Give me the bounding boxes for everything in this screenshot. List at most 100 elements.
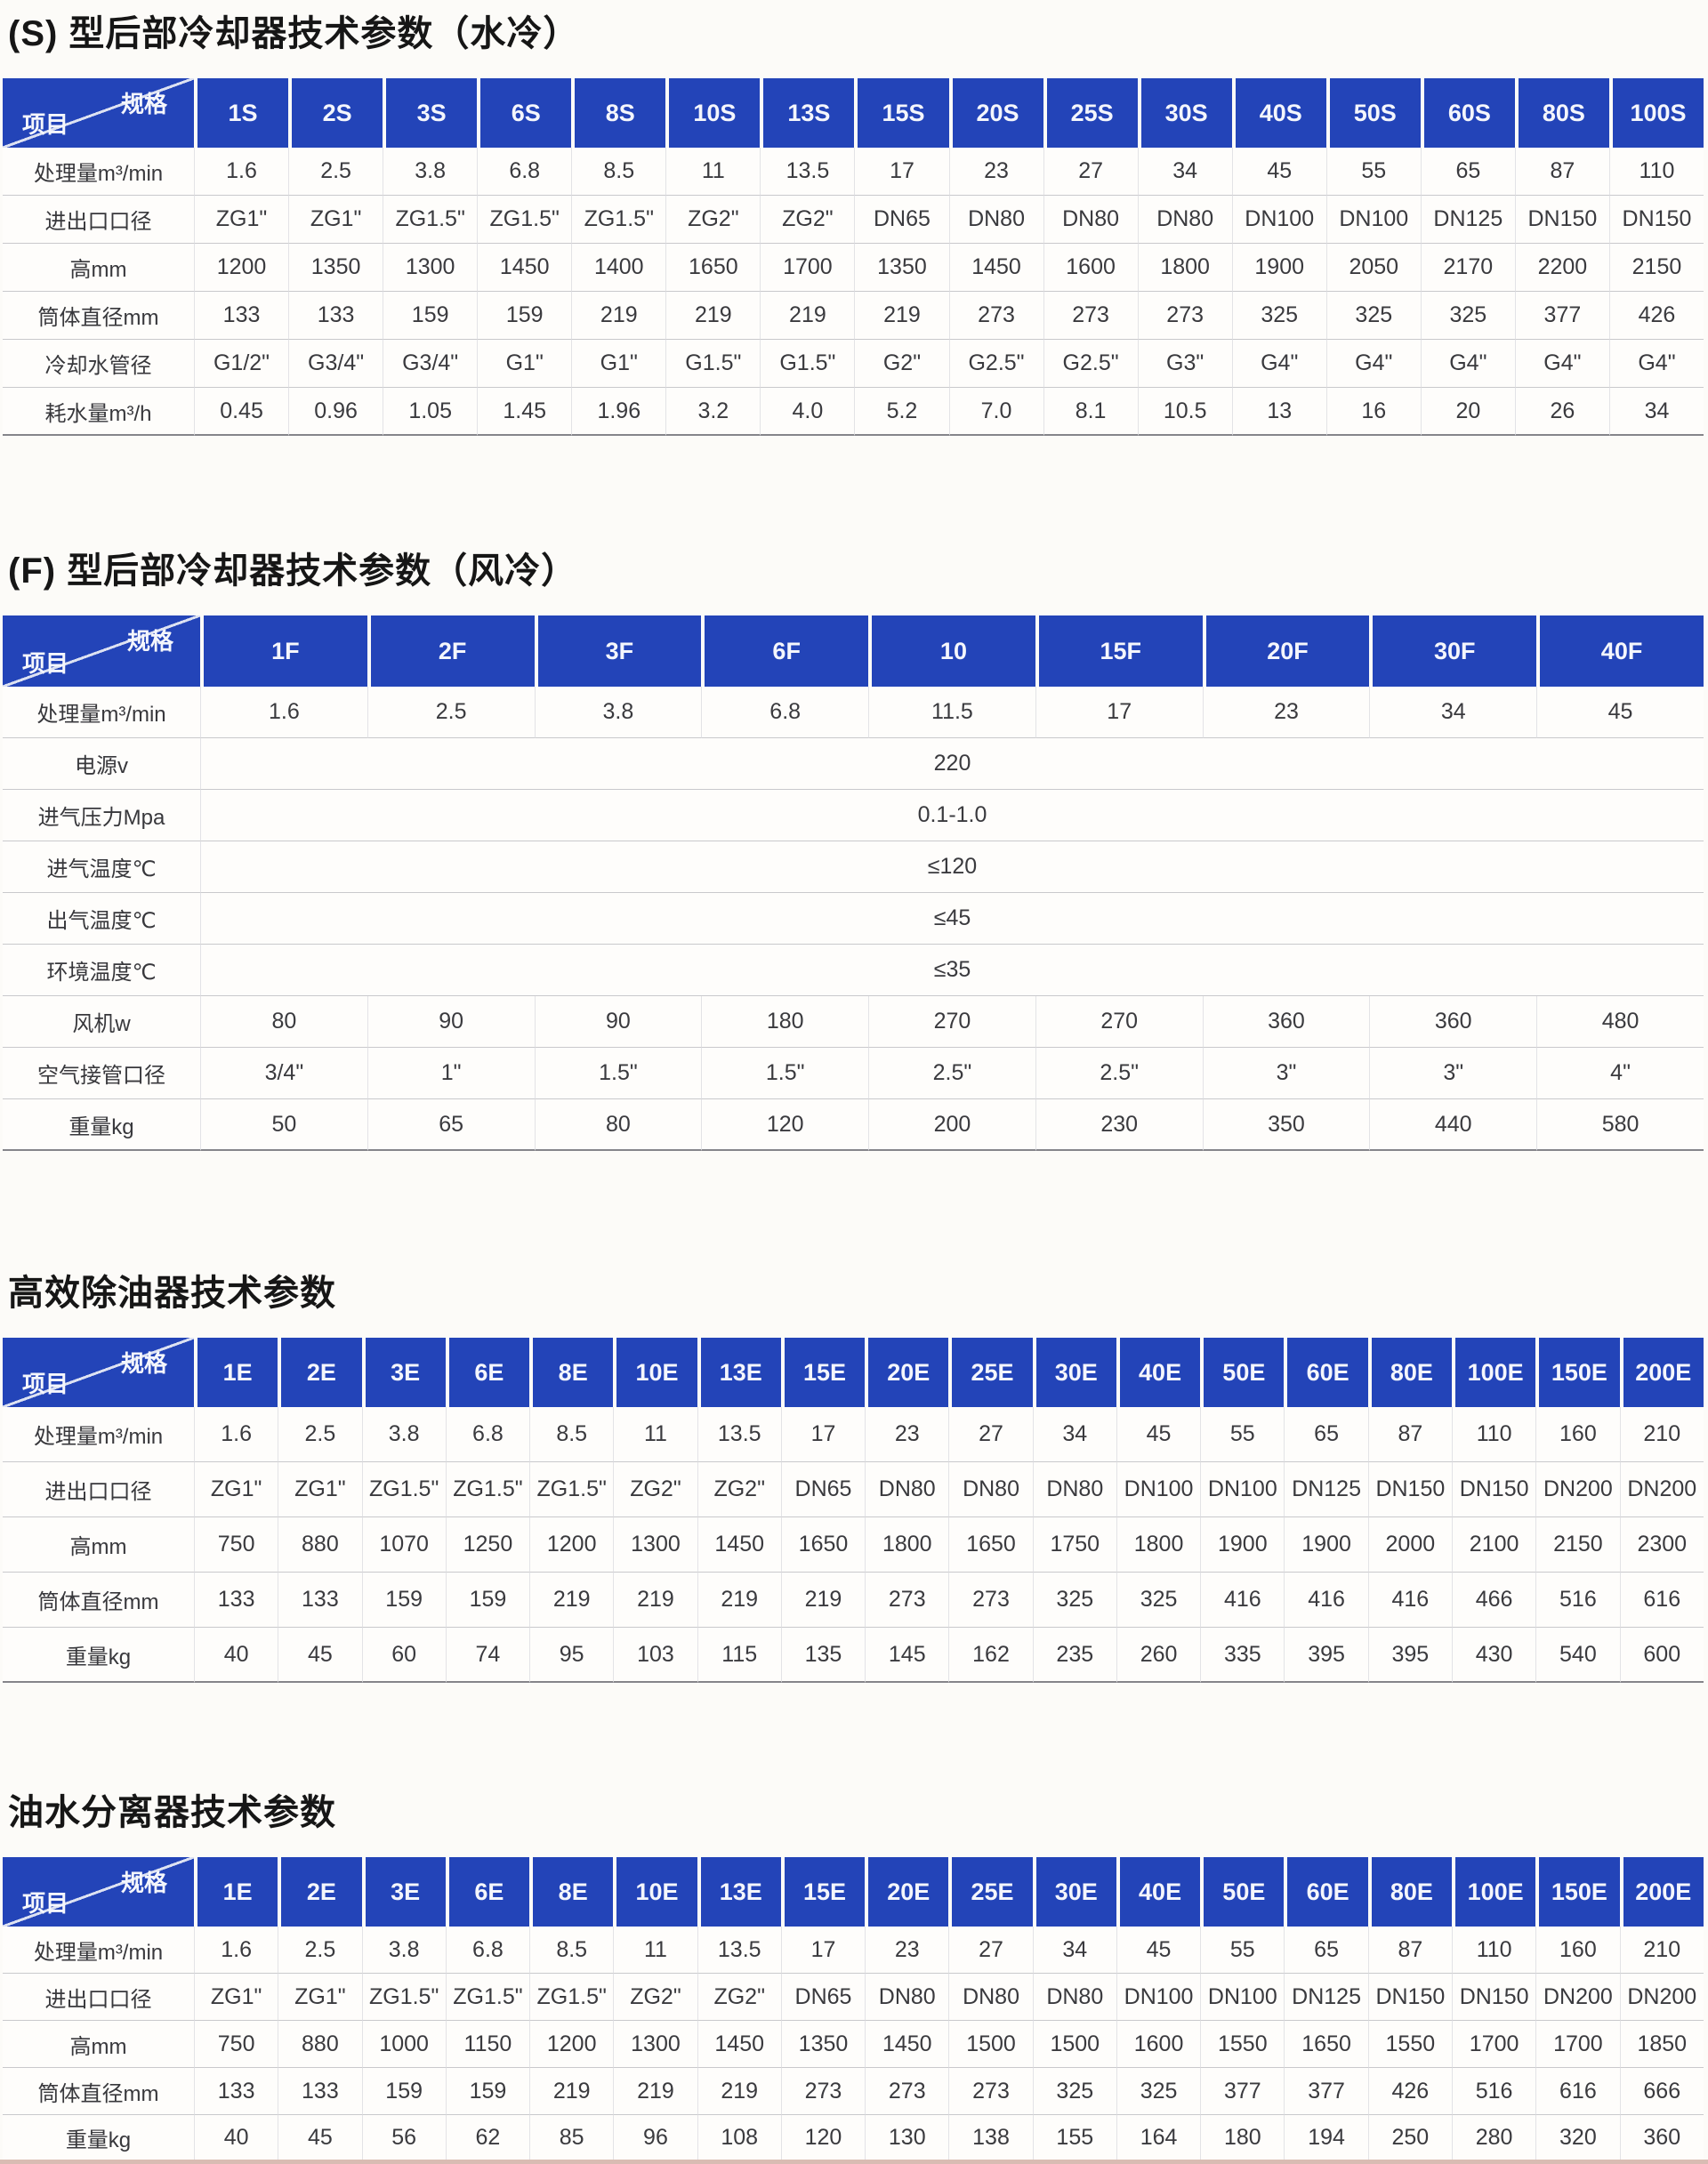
value-cell: 110 [1451, 1927, 1536, 1974]
value-cell: G4" [1514, 340, 1609, 388]
value-cell: 13 [1231, 388, 1326, 436]
value-cell: 11 [665, 148, 761, 196]
corner-spec-label: 规格 [120, 1870, 167, 1896]
value-cell: DN150 [1367, 1462, 1452, 1517]
value-cell: 260 [1116, 1628, 1201, 1683]
section-title-water-cooled: (S) 型后部冷却器技术参数（水冷） [8, 14, 580, 53]
spec-table-oil-water-separator: 规格 项目 1E 2E 3E 6E 8E 10E 13E 15E 20E 25E 30E 40E 50E 60… [3, 1857, 1704, 2160]
column-header-13e: 13E [697, 1338, 781, 1407]
value-cell: 480 [1536, 996, 1704, 1048]
value-cell: 1.6 [194, 1927, 278, 1974]
column-header-60e: 60E [1284, 1338, 1368, 1407]
value-cell: 17 [1035, 687, 1203, 738]
value-cell: 62 [445, 2115, 530, 2160]
column-header-15f: 15F [1035, 615, 1203, 687]
column-header-200e: 200E [1619, 1338, 1704, 1407]
value-cell: 219 [697, 2068, 781, 2115]
value-cell: 880 [278, 1517, 362, 1573]
value-cell: DN200 [1619, 1974, 1704, 2021]
value-cell: 2100 [1451, 1517, 1536, 1573]
value-cell: DN80 [1032, 1974, 1116, 2021]
table-row: 风机w 80 90 90 180 270 270 360 360 480 [3, 996, 1704, 1048]
value-cell: 103 [613, 1628, 697, 1683]
value-cell: 45 [1116, 1407, 1201, 1462]
value-cell: ZG2" [613, 1462, 697, 1517]
value-cell: 335 [1200, 1628, 1285, 1683]
row-label: 处理量m³/min [3, 1927, 194, 1974]
value-cell: 17 [854, 148, 949, 196]
value-cell: 1.6 [194, 148, 289, 196]
table-row: 环境温度℃ ≤35 [3, 945, 1704, 996]
value-cell: 466 [1451, 1573, 1536, 1628]
column-header-100e: 100E [1451, 1857, 1536, 1927]
value-cell: 430 [1451, 1628, 1536, 1683]
value-cell: ZG1" [194, 196, 289, 244]
row-label: 空气接管口径 [3, 1048, 200, 1099]
value-cell: 219 [665, 292, 761, 340]
value-cell: 395 [1284, 1628, 1368, 1683]
value-cell: 40 [194, 2115, 278, 2160]
value-cell: 1650 [665, 244, 761, 292]
value-cell: G2.5" [1043, 340, 1138, 388]
value-cell: ZG2" [760, 196, 855, 244]
value-cell: 1600 [1116, 2021, 1201, 2068]
value-cell: DN80 [1043, 196, 1138, 244]
column-header-50e: 50E [1200, 1338, 1285, 1407]
value-cell: 8.5 [529, 1927, 614, 1974]
row-label: 筒体直径mm [3, 2068, 194, 2115]
column-header-15s: 15S [854, 78, 949, 148]
value-cell: DN65 [780, 1462, 866, 1517]
value-cell: G1" [477, 340, 572, 388]
value-cell: 273 [1137, 292, 1232, 340]
column-header-2e: 2E [278, 1857, 362, 1927]
table-row: 处理量m³/min 1.6 2.5 3.8 6.8 8.5 11 13.5 17 23 27 34 45… [3, 1407, 1704, 1462]
value-cell: 1550 [1200, 2021, 1285, 2068]
value-cell: DN65 [854, 196, 949, 244]
value-cell: 120 [780, 2115, 866, 2160]
value-cell: 159 [477, 292, 572, 340]
value-cell: 4" [1536, 1048, 1704, 1099]
value-cell: 1450 [697, 1517, 781, 1573]
value-cell: 325 [1116, 1573, 1201, 1628]
value-cell: 159 [361, 1573, 446, 1628]
corner-item-label: 项目 [22, 650, 69, 677]
value-cell: 159 [361, 2068, 446, 2115]
value-cell: 1.5" [534, 1048, 702, 1099]
value-cell: 1500 [1032, 2021, 1116, 2068]
value-cell: 219 [697, 1573, 781, 1628]
value-cell: 2.5" [868, 1048, 1035, 1099]
value-cell: 1600 [1043, 244, 1138, 292]
value-cell: 1450 [948, 244, 1043, 292]
column-header-30s: 30S [1137, 78, 1232, 148]
table-row: 冷却水管径 G1/2" G3/4" G3/4" G1" G1" G1.5" G1.5" G2" G… [3, 340, 1704, 388]
value-cell: 325 [1420, 292, 1515, 340]
value-cell: 200 [868, 1099, 1035, 1151]
column-header-30e: 30E [1032, 1338, 1116, 1407]
value-cell: 750 [194, 1517, 278, 1573]
column-header-50e: 50E [1200, 1857, 1285, 1927]
value-cell: 7.0 [948, 388, 1043, 436]
value-cell: 1.05 [383, 388, 478, 436]
column-header-1f: 1F [200, 615, 367, 687]
value-cell: 1200 [529, 2021, 614, 2068]
value-cell: ZG1.5" [529, 1974, 614, 2021]
column-header-6e: 6E [445, 1338, 530, 1407]
value-cell: 250 [1367, 2115, 1452, 2160]
value-cell: 2170 [1420, 244, 1515, 292]
value-cell: 270 [868, 996, 1035, 1048]
value-cell: 360 [1202, 996, 1370, 1048]
value-cell: 540 [1535, 1628, 1620, 1683]
value-cell: 3.2 [665, 388, 761, 436]
value-cell: 600 [1619, 1628, 1704, 1683]
value-cell: 2.5 [367, 687, 535, 738]
value-cell: 65 [1284, 1927, 1368, 1974]
table-row: 进出口口径 ZG1" ZG1" ZG1.5" ZG1.5" ZG1.5" ZG2" ZG2" D… [3, 1462, 1704, 1517]
spec-table-oil-remover: 规格 项目 1E 2E 3E 6E 8E 10E 13E 15E 20E 25E 30E 40E 50E 60… [3, 1338, 1704, 1683]
section-oil-remover: 高效除油器技术参数 规格 项目 1E 2E 3E 6E 8E 10E 13E 15E 20E 25E 3… [3, 1151, 1705, 1683]
row-label: 耗水量m³/h [3, 388, 194, 436]
value-cell: 273 [948, 2068, 1033, 2115]
value-cell: 87 [1367, 1407, 1452, 1462]
value-cell: ZG1.5" [529, 1462, 614, 1517]
value-cell: 1250 [445, 1517, 530, 1573]
